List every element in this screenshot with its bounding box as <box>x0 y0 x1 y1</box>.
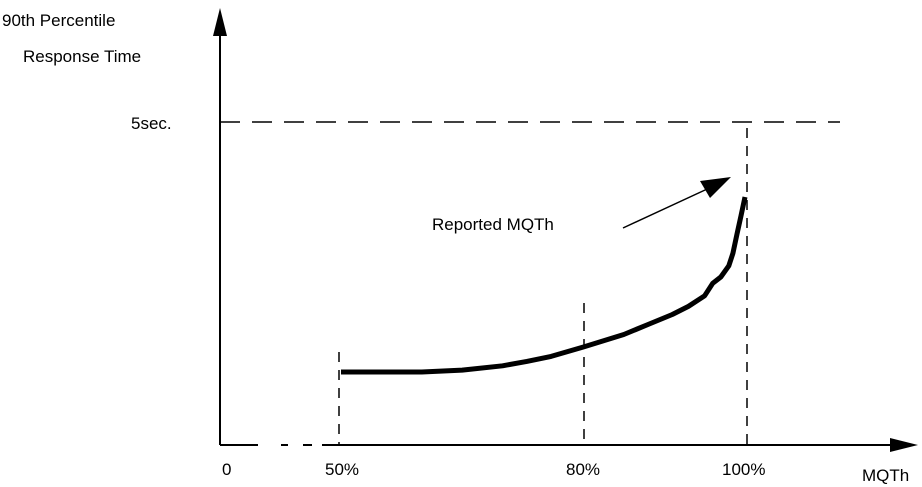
x-tick-label-50: 50% <box>325 460 359 479</box>
y-axis-label-line1: 90th Percentile <box>2 11 115 30</box>
x-tick-label-80: 80% <box>566 460 600 479</box>
x-axis-label: MQTh <box>862 466 909 485</box>
annotation-arrowhead-icon <box>700 177 731 198</box>
annotation-arrow-line <box>622 183 719 229</box>
y-axis-arrowhead-icon <box>213 8 227 36</box>
threshold-label: 5sec. <box>131 114 172 133</box>
x-tick-label-100: 100% <box>722 460 765 479</box>
x-axis-arrowhead-icon <box>890 438 918 452</box>
x-tick-label-0: 0 <box>222 460 231 479</box>
y-axis-label-line2: Response Time <box>23 47 141 66</box>
response-time-curve <box>341 196 748 375</box>
annotation-label: Reported MQTh <box>432 215 554 234</box>
